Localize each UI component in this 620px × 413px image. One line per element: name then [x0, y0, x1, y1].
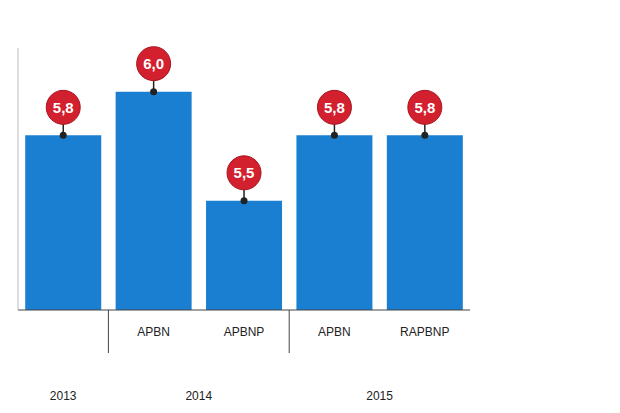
- svg-text:APBNP: APBNP: [224, 325, 265, 339]
- svg-text:6,0: 6,0: [143, 55, 164, 72]
- svg-text:2015: 2015: [366, 389, 393, 403]
- svg-text:APBN: APBN: [137, 325, 170, 339]
- svg-text:APBN: APBN: [318, 325, 351, 339]
- svg-text:5,8: 5,8: [53, 99, 74, 116]
- svg-text:5,8: 5,8: [414, 99, 435, 116]
- svg-text:5,8: 5,8: [324, 99, 345, 116]
- svg-text:5,5: 5,5: [234, 164, 255, 181]
- svg-text:2013: 2013: [50, 389, 77, 403]
- svg-text:2014: 2014: [185, 389, 212, 403]
- svg-text:RAPBNP: RAPBNP: [400, 325, 449, 339]
